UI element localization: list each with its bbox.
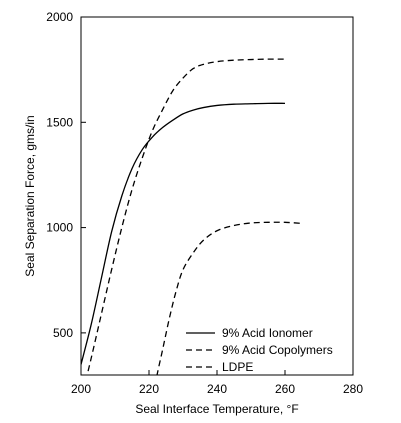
- legend-label-copolymers: 9% Acid Copolymers: [222, 343, 333, 357]
- x-tick-label: 200: [71, 382, 91, 396]
- series-line-copolymers: [86, 58, 286, 375]
- axis-tick-labels: 200 220 240 260 280 500 1000 1500 2000: [46, 10, 363, 396]
- x-tick-label: 260: [275, 382, 295, 396]
- series-line-ldpe: [156, 221, 303, 375]
- axis-ticks: [80, 16, 354, 375]
- legend: 9% Acid Ionomer 9% Acid Copolymers LDPE: [186, 326, 333, 374]
- x-axis-title: Seal Interface Temperature, °F: [135, 402, 298, 416]
- y-tick-label: 1500: [46, 115, 73, 129]
- series-line-ionomer: [81, 102, 286, 365]
- x-tick-label: 280: [343, 382, 363, 396]
- y-tick-label: 2000: [46, 10, 73, 24]
- y-tick-label: 500: [53, 326, 73, 340]
- series-lines: [81, 58, 303, 375]
- x-tick-label: 240: [207, 382, 227, 396]
- x-tick-label: 220: [139, 382, 159, 396]
- y-tick-label: 1000: [46, 221, 73, 235]
- legend-label-ionomer: 9% Acid Ionomer: [222, 326, 313, 340]
- y-axis-title: Seal Separation Force, gms/in: [23, 115, 37, 276]
- legend-label-ldpe: LDPE: [222, 360, 253, 374]
